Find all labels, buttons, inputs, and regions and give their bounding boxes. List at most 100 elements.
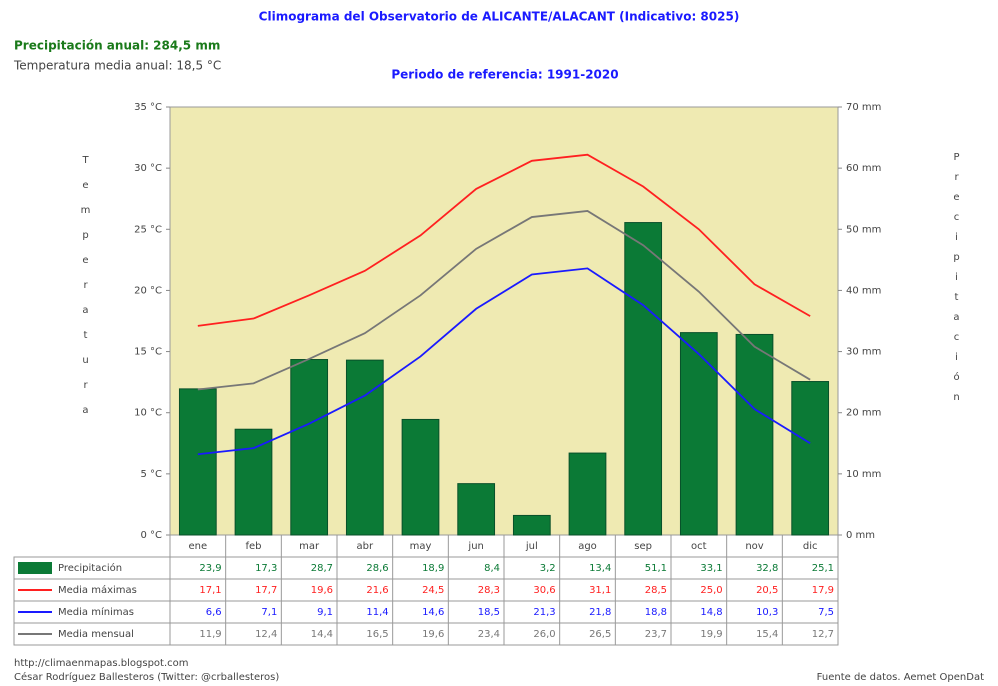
legend-label: Media máximas — [58, 584, 137, 596]
table-cell: 51,1 — [645, 563, 667, 574]
table-cell: 17,3 — [255, 563, 277, 574]
bar — [679, 332, 718, 536]
y-axis-label: Temperatura — [80, 155, 91, 430]
table-cell: 21,6 — [366, 585, 388, 596]
table-cell: 12,7 — [812, 629, 834, 640]
bar — [345, 359, 384, 536]
y2-tick-label: 50 mm — [846, 224, 881, 235]
table-cell: 21,3 — [533, 607, 555, 618]
footer: http://climaenmapas.blogspot.com — [14, 658, 189, 669]
y-tick-label: 35 °C — [134, 102, 162, 113]
table-cell: 26,0 — [533, 629, 555, 640]
bar — [234, 428, 273, 536]
legend-swatch — [18, 562, 52, 574]
legend-label: Precipitación — [58, 562, 122, 574]
table-cell: 17,1 — [199, 585, 221, 596]
table-cell: 33,1 — [700, 563, 722, 574]
bar — [401, 418, 440, 536]
line — [197, 267, 811, 456]
annotation: Temperatura media anual: 18,5 °C — [13, 59, 221, 73]
table-cell: 17,9 — [812, 585, 834, 596]
table-cell: 19,6 — [311, 585, 333, 596]
table-cell: 24,5 — [422, 585, 444, 596]
x-tick-label: ago — [578, 541, 597, 552]
table-cell: 21,8 — [589, 607, 611, 618]
y2-tick-label: 60 mm — [846, 163, 881, 174]
x-tick-label: oct — [691, 541, 707, 552]
bar — [568, 452, 607, 536]
x-tick-label: sep — [634, 541, 652, 552]
y2-tick-label: 10 mm — [846, 469, 881, 480]
bar — [512, 514, 551, 536]
x-tick-label: may — [410, 541, 432, 552]
chart-title: Climograma del Observatorio de ALICANTE/… — [259, 10, 740, 24]
table-cell: 14,6 — [422, 607, 444, 618]
table-cell: 25,0 — [700, 585, 722, 596]
table-cell: 17,7 — [255, 585, 277, 596]
y2-tick-label: 20 mm — [846, 408, 881, 419]
annotation: Precipitación anual: 284,5 mm — [14, 39, 220, 53]
x-tick-label: nov — [745, 541, 763, 552]
y2-tick-label: 0 mm — [846, 530, 875, 541]
plot-area — [169, 106, 839, 536]
table-cell: 6,6 — [206, 607, 222, 618]
y-tick-label: 20 °C — [134, 285, 162, 296]
table-cell: 7,5 — [818, 607, 834, 618]
table-cell: 32,8 — [756, 563, 778, 574]
line — [197, 210, 811, 391]
y-tick-label: 15 °C — [134, 347, 162, 358]
legend-label: Media mensual — [58, 629, 134, 640]
y2-axis-label: Precipitación — [951, 152, 962, 412]
table-cell: 23,9 — [199, 563, 221, 574]
x-tick-label: mar — [299, 541, 320, 552]
y2-tick-label: 70 mm — [846, 102, 881, 113]
table-cell: 16,5 — [366, 629, 388, 640]
table-cell: 31,1 — [589, 585, 611, 596]
footer: Fuente de datos. Aemet OpenDat — [817, 672, 984, 683]
table-cell: 3,2 — [540, 563, 556, 574]
bar — [735, 333, 774, 536]
table-cell: 10,3 — [756, 607, 778, 618]
table-cell: 19,6 — [422, 629, 444, 640]
y2-tick-label: 30 mm — [846, 347, 881, 358]
y-tick-label: 5 °C — [140, 469, 162, 480]
table-cell: 11,9 — [199, 629, 221, 640]
y-tick-label: 25 °C — [134, 224, 162, 235]
legend-label: Media mínimas — [58, 606, 134, 618]
table-cell: 28,3 — [478, 585, 500, 596]
table-cell: 19,9 — [700, 629, 722, 640]
bar — [178, 388, 217, 536]
x-tick-label: jul — [525, 541, 538, 552]
chart-subtitle: Periodo de referencia: 1991-2020 — [391, 68, 618, 82]
table-cell: 15,4 — [756, 629, 778, 640]
x-tick-label: jun — [467, 541, 483, 552]
table-cell: 26,5 — [589, 629, 611, 640]
x-tick-label: ene — [189, 541, 208, 552]
bar — [791, 381, 830, 536]
x-tick-label: abr — [357, 541, 374, 552]
table-cell: 30,6 — [533, 585, 555, 596]
table-cell: 25,1 — [812, 563, 834, 574]
footer: César Rodríguez Ballesteros (Twitter: @c… — [14, 671, 279, 683]
y-tick-label: 30 °C — [134, 163, 162, 174]
table-cell: 7,1 — [261, 607, 277, 618]
line — [197, 153, 811, 327]
table-cell: 18,9 — [422, 563, 444, 574]
table-cell: 28,5 — [645, 585, 667, 596]
bar — [624, 222, 663, 536]
table-cell: 18,8 — [645, 607, 667, 618]
bar — [457, 483, 496, 536]
table-cell: 23,4 — [478, 629, 500, 640]
table-cell: 20,5 — [756, 585, 778, 596]
table-cell: 28,7 — [311, 563, 333, 574]
table-cell: 12,4 — [255, 629, 277, 640]
y-tick-label: 10 °C — [134, 408, 162, 419]
y2-tick-label: 40 mm — [846, 285, 881, 296]
table-cell: 9,1 — [317, 607, 333, 618]
table-cell: 11,4 — [366, 607, 388, 618]
table-cell: 28,6 — [366, 563, 388, 574]
x-tick-label: dic — [803, 541, 818, 552]
x-tick-label: feb — [245, 541, 261, 552]
table-cell: 14,4 — [311, 629, 333, 640]
